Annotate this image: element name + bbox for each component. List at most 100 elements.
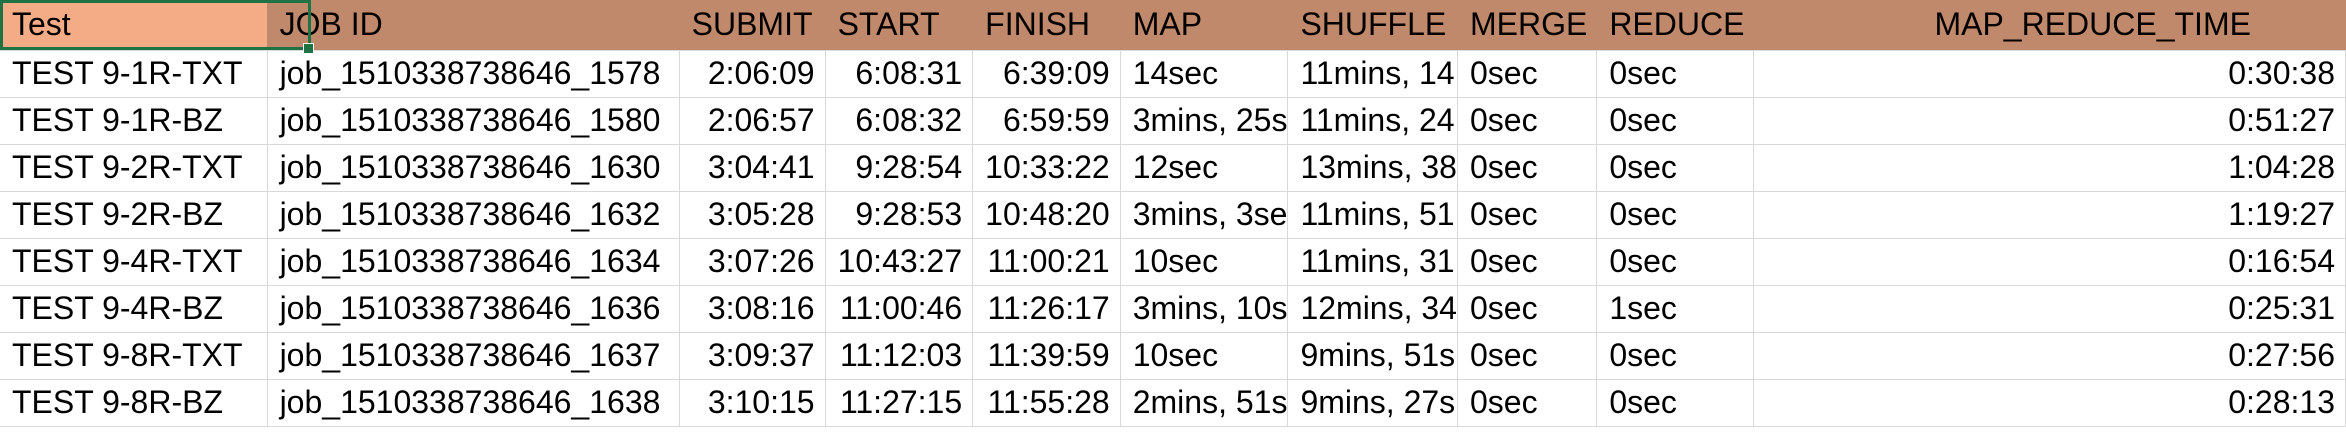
cell-map[interactable]: 3mins, 25s xyxy=(1120,97,1289,145)
cell-merge[interactable]: 0sec xyxy=(1457,191,1598,239)
cell-map[interactable]: 10sec xyxy=(1120,332,1289,380)
cell-shuffle[interactable]: 13mins, 38 xyxy=(1287,144,1458,192)
header-cell-finish[interactable]: FINISH xyxy=(972,0,1121,51)
header-cell-test[interactable]: Test xyxy=(0,0,268,51)
cell-job-id[interactable]: job_1510338738646_1578 xyxy=(267,50,680,98)
cell-submit[interactable]: 3:10:15 xyxy=(679,379,826,427)
cell-test[interactable]: TEST 9-8R-BZ xyxy=(0,379,268,427)
cell-test[interactable]: TEST 9-1R-BZ xyxy=(0,97,268,145)
cell-merge[interactable]: 0sec xyxy=(1457,379,1598,427)
cell-test[interactable]: TEST 9-2R-TXT xyxy=(0,144,268,192)
cell-finish[interactable]: 6:39:09 xyxy=(972,50,1121,98)
cell-finish[interactable]: 11:00:21 xyxy=(972,238,1121,286)
cell-start[interactable]: 11:12:03 xyxy=(825,332,974,380)
cell-submit[interactable]: 3:08:16 xyxy=(679,285,826,333)
cell-merge[interactable]: 0sec xyxy=(1457,332,1598,380)
cell-shuffle[interactable]: 9mins, 27s xyxy=(1287,379,1458,427)
cell-test[interactable]: TEST 9-2R-BZ xyxy=(0,191,268,239)
cell-start[interactable]: 10:43:27 xyxy=(825,238,974,286)
cell-job-id[interactable]: job_1510338738646_1634 xyxy=(267,238,680,286)
table-row: TEST 9-4R-TXT job_1510338738646_1634 3:07:… xyxy=(0,238,2346,286)
cell-submit[interactable]: 2:06:09 xyxy=(679,50,826,98)
cell-finish[interactable]: 11:26:17 xyxy=(972,285,1121,333)
cell-shuffle[interactable]: 11mins, 14 xyxy=(1287,50,1458,98)
table-row: TEST 9-8R-BZ job_1510338738646_1638 3:10:1… xyxy=(0,379,2346,427)
cell-map[interactable]: 3mins, 3se xyxy=(1120,191,1289,239)
cell-reduce[interactable]: 0sec xyxy=(1596,50,1755,98)
cell-map[interactable]: 14sec xyxy=(1120,50,1289,98)
cell-start[interactable]: 9:28:53 xyxy=(825,191,974,239)
cell-map-reduce-time[interactable]: 0:28:13 xyxy=(1753,379,2346,427)
cell-job-id[interactable]: job_1510338738646_1637 xyxy=(267,332,680,380)
cell-shuffle[interactable]: 11mins, 24 xyxy=(1287,97,1458,145)
cell-reduce[interactable]: 0sec xyxy=(1596,332,1755,380)
cell-reduce[interactable]: 0sec xyxy=(1596,191,1755,239)
cell-job-id[interactable]: job_1510338738646_1636 xyxy=(267,285,680,333)
cell-test[interactable]: TEST 9-4R-BZ xyxy=(0,285,268,333)
cell-merge[interactable]: 0sec xyxy=(1457,285,1598,333)
table-row: TEST 9-2R-TXT job_1510338738646_1630 3:04:… xyxy=(0,144,2346,192)
cell-test[interactable]: TEST 9-1R-TXT xyxy=(0,50,268,98)
cell-submit[interactable]: 2:06:57 xyxy=(679,97,826,145)
cell-submit[interactable]: 3:07:26 xyxy=(679,238,826,286)
cell-map-reduce-time[interactable]: 0:30:38 xyxy=(1753,50,2346,98)
cell-map-reduce-time[interactable]: 0:51:27 xyxy=(1753,97,2346,145)
header-cell-map-reduce-time[interactable]: MAP_REDUCE_TIME xyxy=(1753,0,2346,51)
cell-map[interactable]: 2mins, 51s xyxy=(1120,379,1289,427)
header-cell-shuffle[interactable]: SHUFFLE xyxy=(1287,0,1458,51)
cell-finish[interactable]: 10:33:22 xyxy=(972,144,1121,192)
cell-map[interactable]: 12sec xyxy=(1120,144,1289,192)
cell-finish[interactable]: 10:48:20 xyxy=(972,191,1121,239)
cell-reduce[interactable]: 0sec xyxy=(1596,238,1755,286)
cell-merge[interactable]: 0sec xyxy=(1457,50,1598,98)
cell-map-reduce-time[interactable]: 0:27:56 xyxy=(1753,332,2346,380)
cell-reduce[interactable]: 1sec xyxy=(1596,285,1755,333)
cell-submit[interactable]: 3:04:41 xyxy=(679,144,826,192)
table-row: TEST 9-2R-BZ job_1510338738646_1632 3:05:2… xyxy=(0,191,2346,239)
cell-merge[interactable]: 0sec xyxy=(1457,97,1598,145)
cell-shuffle[interactable]: 9mins, 51s xyxy=(1287,332,1458,380)
header-cell-start[interactable]: START xyxy=(825,0,974,51)
header-row: Test JOB ID SUBMIT START FINISH MAP SHUF… xyxy=(0,0,2346,51)
cell-test[interactable]: TEST 9-4R-TXT xyxy=(0,238,268,286)
table-row: TEST 9-4R-BZ job_1510338738646_1636 3:08:1… xyxy=(0,285,2346,333)
cell-submit[interactable]: 3:09:37 xyxy=(679,332,826,380)
cell-finish[interactable]: 11:39:59 xyxy=(972,332,1121,380)
header-cell-submit[interactable]: SUBMIT xyxy=(679,0,826,51)
cell-finish[interactable]: 6:59:59 xyxy=(972,97,1121,145)
header-cell-map[interactable]: MAP xyxy=(1120,0,1289,51)
cell-finish[interactable]: 11:55:28 xyxy=(972,379,1121,427)
fill-handle[interactable] xyxy=(303,43,314,54)
cell-reduce[interactable]: 0sec xyxy=(1596,97,1755,145)
header-cell-job-id[interactable]: JOB ID xyxy=(267,0,680,51)
cell-start[interactable]: 11:27:15 xyxy=(825,379,974,427)
cell-shuffle[interactable]: 11mins, 51 xyxy=(1287,191,1458,239)
cell-start[interactable]: 9:28:54 xyxy=(825,144,974,192)
cell-reduce[interactable]: 0sec xyxy=(1596,379,1755,427)
header-cell-merge[interactable]: MERGE xyxy=(1457,0,1598,51)
table-row: TEST 9-1R-TXT job_1510338738646_1578 2:06:… xyxy=(0,50,2346,98)
cell-map[interactable]: 3mins, 10s xyxy=(1120,285,1289,333)
cell-map-reduce-time[interactable]: 0:16:54 xyxy=(1753,238,2346,286)
cell-start[interactable]: 6:08:32 xyxy=(825,97,974,145)
cell-shuffle[interactable]: 11mins, 31 xyxy=(1287,238,1458,286)
cell-submit[interactable]: 3:05:28 xyxy=(679,191,826,239)
cell-merge[interactable]: 0sec xyxy=(1457,144,1598,192)
cell-job-id[interactable]: job_1510338738646_1630 xyxy=(267,144,680,192)
cell-start[interactable]: 11:00:46 xyxy=(825,285,974,333)
table-row: TEST 9-1R-BZ job_1510338738646_1580 2:06:5… xyxy=(0,97,2346,145)
cell-job-id[interactable]: job_1510338738646_1632 xyxy=(267,191,680,239)
cell-map-reduce-time[interactable]: 1:19:27 xyxy=(1753,191,2346,239)
cell-job-id[interactable]: job_1510338738646_1580 xyxy=(267,97,680,145)
cell-map-reduce-time[interactable]: 0:25:31 xyxy=(1753,285,2346,333)
cell-merge[interactable]: 0sec xyxy=(1457,238,1598,286)
cell-job-id[interactable]: job_1510338738646_1638 xyxy=(267,379,680,427)
cell-reduce[interactable]: 0sec xyxy=(1596,144,1755,192)
cell-shuffle[interactable]: 12mins, 34 xyxy=(1287,285,1458,333)
cell-map-reduce-time[interactable]: 1:04:28 xyxy=(1753,144,2346,192)
cell-test[interactable]: TEST 9-8R-TXT xyxy=(0,332,268,380)
header-cell-reduce[interactable]: REDUCE xyxy=(1596,0,1755,51)
cell-map[interactable]: 10sec xyxy=(1120,238,1289,286)
cell-start[interactable]: 6:08:31 xyxy=(825,50,974,98)
